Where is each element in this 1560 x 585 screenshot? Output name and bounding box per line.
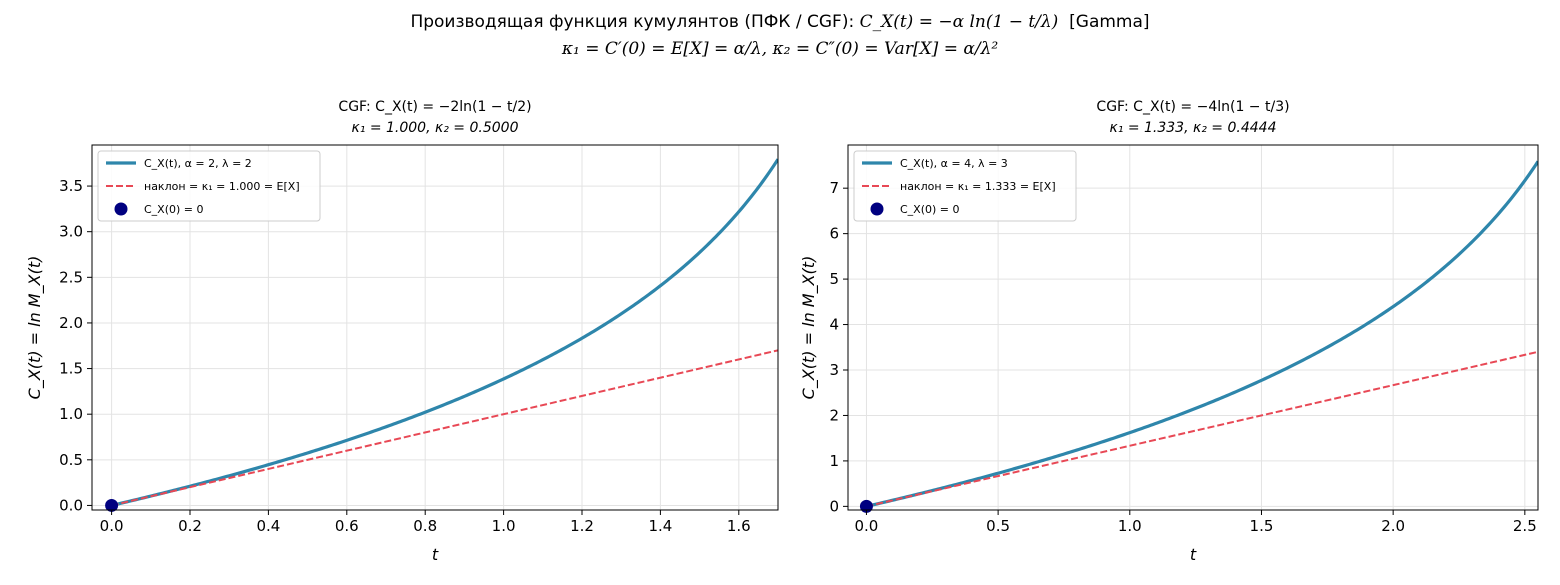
legend-entry-label: C_X(t), α = 4, λ = 3 — [900, 157, 1008, 170]
x-tick-label: 0.5 — [986, 517, 1010, 535]
x-axis-label: t — [1190, 545, 1197, 564]
legend-point-swatch — [870, 202, 884, 216]
y-tick-label: 0.5 — [59, 451, 83, 469]
y-tick-label: 3.0 — [59, 223, 83, 241]
y-tick-label: 3.5 — [59, 177, 83, 195]
legend-entry-label: наклон = κ₁ = 1.000 = E[X] — [144, 180, 300, 193]
y-tick-label: 2 — [829, 406, 839, 424]
x-tick-label: 0.0 — [855, 517, 879, 535]
suptitle-formula: C_X(t) = −α ln(1 − t/λ) — [859, 12, 1059, 32]
chart-panel-left: 0.0 0.2 0.4 0.6 0.8 1.0 1.2 1.4 1.6 0.0 0.5 1.0 1.5 2… — [25, 99, 779, 564]
x-tick-label: 1.0 — [1118, 517, 1142, 535]
x-tick-label: 1.4 — [648, 517, 672, 535]
figure-suptitle-line2: κ₁ = C′(0) = E[X] = α/λ, κ₂ = C″(0) = Va… — [561, 39, 999, 59]
x-tick-label: 0.2 — [178, 517, 202, 535]
x-tick-label: 2.0 — [1381, 517, 1405, 535]
axes-frame — [847, 144, 1539, 511]
plot-area — [111, 158, 778, 507]
x-tick-label: 1.0 — [492, 517, 516, 535]
y-tick-label: 6 — [829, 225, 839, 243]
x-tick-label: 0.4 — [256, 517, 280, 535]
chart-title: CGF: C_X(t) = −4ln(1 − t/3) — [1096, 99, 1289, 115]
legend-entry-label: наклон = κ₁ = 1.333 = E[X] — [900, 180, 1056, 193]
origin-point — [105, 498, 119, 512]
x-tick-label: 0.6 — [335, 517, 359, 535]
y-tick-label: 1.5 — [59, 360, 83, 378]
x-tick-label: 1.5 — [1250, 517, 1274, 535]
chart-title: CGF: C_X(t) = −2ln(1 − t/2) — [338, 99, 531, 115]
y-tick-label: 0.0 — [59, 496, 83, 514]
x-tick-label: 2.5 — [1513, 517, 1537, 535]
y-tick-label: 1.0 — [59, 405, 83, 423]
y-tick-label: 4 — [829, 316, 839, 334]
suptitle-suffix: [Gamma] — [1069, 12, 1150, 32]
chart-panel-right: 0.0 0.5 1.0 1.5 2.0 2.5 0 1 2 3 4 5 6 7 CGF: C_X(t) = … — [799, 99, 1539, 564]
legend-point-swatch — [114, 202, 128, 216]
plot-area — [866, 160, 1538, 508]
y-tick-label: 2.5 — [59, 268, 83, 286]
tangent-slope-line — [866, 350, 1538, 508]
y-tick-label: 0 — [829, 497, 839, 515]
x-tick-label: 1.6 — [727, 517, 751, 535]
x-tick-label: 0.0 — [100, 517, 124, 535]
y-tick-label: 2.0 — [59, 314, 83, 332]
chart-subtitle: κ₁ = 1.000, κ₂ = 0.5000 — [352, 120, 519, 136]
x-axis-label: t — [432, 545, 439, 564]
legend-box — [853, 150, 1077, 222]
figure-suptitle-line1: Производящая функция кумулянтов (ПФК / C… — [0, 11, 1560, 33]
legend-entry-label: C_X(t), α = 2, λ = 2 — [144, 157, 252, 170]
legend-entry-label: C_X(0) = 0 — [144, 203, 204, 216]
y-axis-label: C_X(t) = ln M_X(t) — [799, 256, 819, 400]
y-tick-label: 1 — [829, 452, 839, 470]
x-tick-label: 0.8 — [413, 517, 437, 535]
axes-frame — [91, 144, 779, 511]
chart-subtitle: κ₁ = 1.333, κ₂ = 0.4444 — [1110, 120, 1277, 136]
legend-entry-label: C_X(0) = 0 — [900, 203, 960, 216]
y-tick-label: 7 — [829, 179, 839, 197]
legend: C_X(t), α = 2, λ = 2 наклон = κ₁ = 1.000 … — [97, 150, 321, 222]
tangent-slope-line — [111, 349, 778, 507]
y-axis-label: C_X(t) = ln M_X(t) — [25, 256, 45, 400]
cgf-curve — [111, 158, 778, 507]
y-tick-label: 3 — [829, 361, 839, 379]
y-tick-label: 5 — [829, 270, 839, 288]
legend-box — [97, 150, 321, 222]
legend: C_X(t), α = 4, λ = 3 наклон = κ₁ = 1.333 … — [853, 150, 1077, 222]
suptitle-prefix: Производящая функция кумулянтов (ПФК / C… — [410, 12, 860, 32]
cgf-curve — [866, 160, 1538, 508]
x-tick-label: 1.2 — [570, 517, 594, 535]
